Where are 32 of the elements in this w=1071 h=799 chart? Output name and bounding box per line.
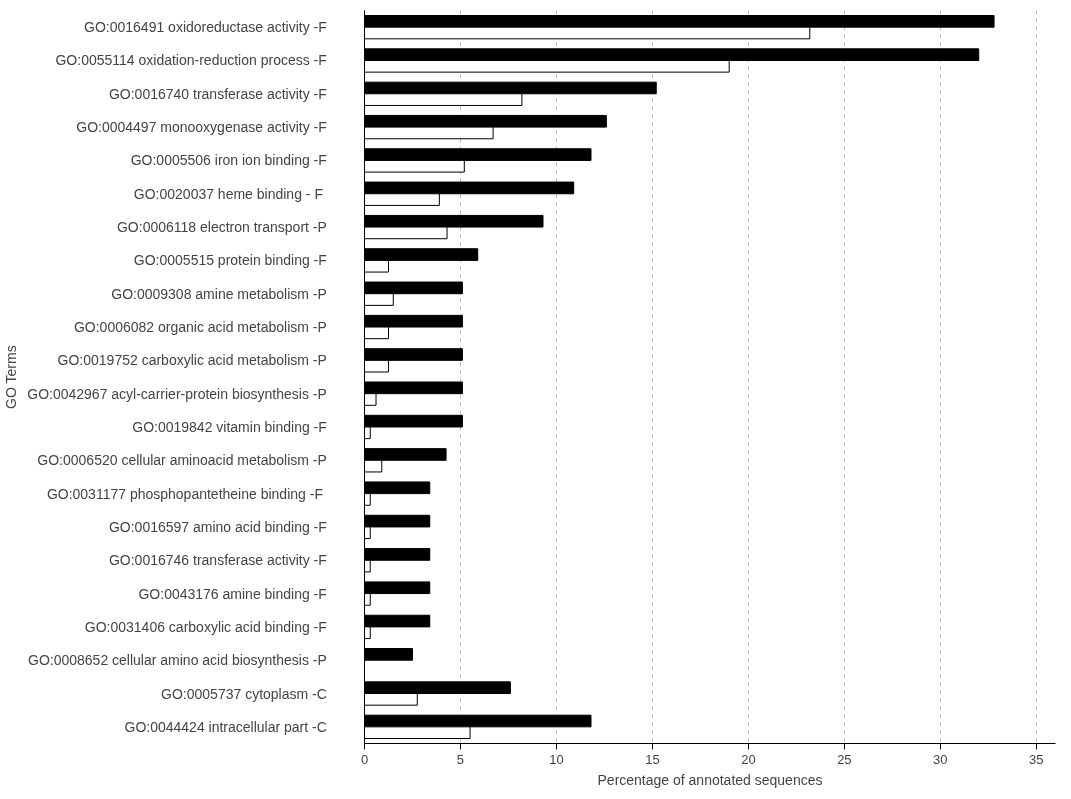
- y-tick-label: GO:0009308 amine metabolism -P: [111, 285, 327, 302]
- x-tick-label: 10: [549, 751, 564, 767]
- y-tick-label: GO:0019842 vitamin binding -F: [132, 418, 327, 435]
- y-tick-label: GO:0020037 heme binding - F: [133, 185, 323, 202]
- y-tick-label: GO:0005737 cytoplasm -C: [161, 685, 327, 702]
- y-tick-label: GO:0044424 intracellular part -C: [124, 718, 327, 735]
- x-tick-label: 20: [741, 751, 756, 767]
- y-tick-label: GO:0019752 carboxylic acid metabolism -P: [57, 352, 327, 369]
- y-tick-label: GO:0004497 monooxygenase activity -F: [76, 119, 327, 136]
- y-tick-label: GO:0016746 transferase activity -F: [108, 552, 327, 569]
- y-tick-label: GO:0055114 oxidation-reduction process -F: [55, 52, 327, 69]
- y-tick-label: GO:0008652 cellular amino acid biosynthesis -P: [28, 652, 327, 669]
- y-tick-label: GO:0016740 transferase activity -F: [108, 85, 327, 102]
- x-axis-title: Percentage of annotated sequences: [597, 771, 823, 788]
- y-tick-label: GO:0016491 oxidoreductase activity -F: [84, 19, 327, 36]
- y-tick-label: GO:0031406 carboxylic acid binding -F: [84, 618, 327, 635]
- y-axis-title: GO Terms: [3, 345, 20, 409]
- x-tick-label: 0: [360, 751, 369, 767]
- x-tick-label: 30: [933, 751, 948, 767]
- y-tick-label: GO:0042967 acyl-carrier-protein biosynthesis -P: [27, 385, 327, 402]
- y-tick-label: GO:0005515 protein binding -F: [133, 252, 327, 269]
- y-tick-label: GO:0043176 amine binding -F: [138, 585, 327, 602]
- x-tick-label: 25: [837, 751, 852, 767]
- y-tick-label: GO:0031177 phosphopantetheine binding -F: [46, 485, 323, 502]
- x-tick-label: 5: [456, 751, 465, 767]
- y-tick-label: GO:0005506 iron ion binding -F: [130, 152, 327, 169]
- x-tick-label: 35: [1029, 751, 1044, 767]
- y-tick-label: GO:0016597 amino acid binding -F: [108, 518, 327, 535]
- y-tick-label: GO:0006118 electron transport -P: [116, 219, 327, 236]
- y-tick-label: GO:0006082 organic acid metabolism -P: [73, 319, 327, 336]
- y-tick-label: GO:0006520 cellular aminoacid metabolism -P: [37, 452, 327, 469]
- x-tick-label: 15: [645, 751, 660, 767]
